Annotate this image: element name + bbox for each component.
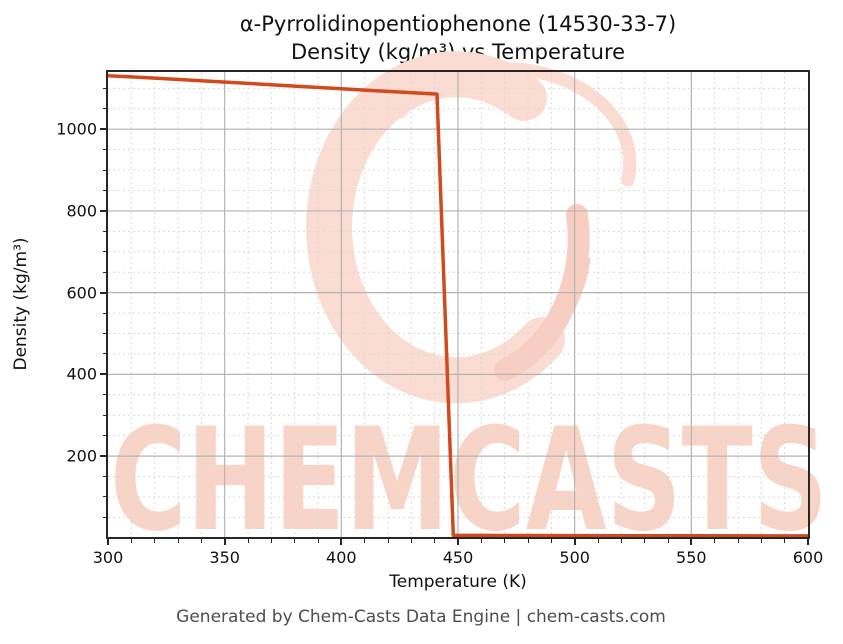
x-tick-label: 450 (442, 548, 474, 567)
x-tick-mark (550, 539, 552, 543)
y-tick-mark (102, 435, 106, 437)
density-curve (108, 73, 808, 537)
y-tick-mark (102, 476, 106, 478)
x-tick-mark (317, 539, 319, 543)
y-tick-label: 1000 (56, 119, 97, 139)
y-tick-mark (102, 169, 106, 171)
x-tick-label: 350 (209, 548, 240, 567)
chart-title-line2: Density (kg/m³) vs Temperature (290, 40, 626, 64)
y-tick-mark (102, 394, 106, 396)
x-tick-mark (690, 539, 693, 545)
x-tick-mark (644, 539, 646, 543)
x-tick-mark (784, 539, 786, 543)
x-tick-label: 550 (676, 548, 707, 567)
x-tick-mark (387, 539, 389, 543)
x-tick-mark (434, 539, 436, 543)
y-tick-mark (102, 333, 106, 334)
x-tick-mark (527, 539, 529, 543)
x-tick-mark (737, 539, 739, 543)
y-tick-mark (102, 108, 106, 110)
x-tick-mark (480, 539, 482, 543)
x-tick-mark (667, 539, 669, 543)
y-tick-label: 800 (66, 201, 97, 221)
y-tick-mark (102, 230, 106, 232)
footer-credit: Generated by Chem-Casts Data Engine | ch… (176, 607, 666, 627)
x-tick-mark (340, 539, 343, 545)
grid-major-lines (108, 72, 808, 537)
x-tick-label: 600 (792, 548, 824, 567)
y-tick-label: 600 (66, 283, 97, 303)
x-tick-mark (294, 539, 296, 543)
y-tick-label: 400 (66, 364, 97, 384)
x-tick-label: 400 (326, 548, 357, 567)
x-tick-mark (223, 539, 226, 545)
x-tick-mark (457, 539, 459, 545)
x-tick-mark (154, 539, 156, 543)
x-tick-mark (714, 539, 716, 543)
x-tick-label: 500 (559, 548, 590, 567)
x-tick-mark (807, 539, 809, 545)
x-tick-label: 300 (92, 548, 124, 567)
y-axis-label: Density (kg/m³) (11, 237, 31, 371)
y-tick-mark (100, 291, 106, 294)
x-tick-mark (760, 539, 762, 543)
x-tick-mark (504, 539, 506, 543)
y-tick-mark (102, 414, 106, 416)
y-tick-mark (102, 496, 106, 498)
y-tick-mark (102, 353, 106, 355)
plot-area (108, 72, 808, 537)
y-tick-mark (100, 209, 106, 212)
y-tick-mark (102, 149, 106, 151)
x-tick-mark (410, 539, 412, 543)
y-tick-label: 200 (66, 446, 97, 466)
y-tick-mark (102, 251, 106, 253)
x-tick-mark (620, 539, 622, 543)
x-tick-mark (597, 539, 599, 543)
chart-title-line1: α-Pyrrolidinopentiophenone (14530-33-7) (239, 12, 677, 36)
y-tick-mark (100, 373, 106, 376)
x-axis-label: Temperature (K) (389, 572, 527, 592)
x-tick-mark (247, 539, 249, 543)
x-tick-mark (200, 539, 202, 543)
y-tick-mark (102, 87, 106, 89)
y-tick-mark (102, 189, 106, 191)
y-tick-mark (100, 128, 106, 131)
y-tick-mark (102, 516, 106, 518)
x-tick-mark (573, 539, 576, 545)
x-tick-mark (130, 539, 132, 543)
x-tick-mark (107, 539, 109, 545)
y-tick-mark (102, 312, 106, 314)
x-tick-mark (177, 539, 179, 543)
x-tick-mark (364, 539, 366, 543)
y-tick-mark (100, 455, 106, 458)
x-tick-mark (270, 539, 272, 543)
y-tick-mark (102, 271, 106, 273)
